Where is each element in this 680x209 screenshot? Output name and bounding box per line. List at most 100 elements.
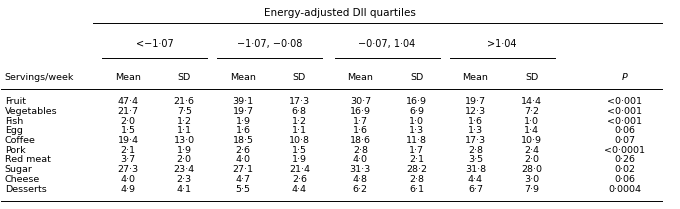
Text: 1·9: 1·9 (292, 155, 307, 164)
Text: −1·07, −0·08: −1·07, −0·08 (237, 38, 303, 48)
Text: Mean: Mean (231, 73, 256, 82)
Text: Mean: Mean (347, 73, 373, 82)
Text: 2·0: 2·0 (120, 117, 135, 126)
Text: 3·7: 3·7 (120, 155, 135, 164)
Text: 5·5: 5·5 (236, 185, 251, 194)
Text: SD: SD (293, 73, 306, 82)
Text: 30·7: 30·7 (350, 97, 371, 106)
Text: 6·9: 6·9 (409, 107, 424, 116)
Text: 28·0: 28·0 (521, 165, 542, 174)
Text: 0·26: 0·26 (614, 155, 635, 164)
Text: <0·001: <0·001 (607, 107, 642, 116)
Text: 6·8: 6·8 (292, 107, 307, 116)
Text: Red meat: Red meat (5, 155, 50, 164)
Text: 4·0: 4·0 (353, 155, 368, 164)
Text: 23·4: 23·4 (173, 165, 194, 174)
Text: 31·3: 31·3 (350, 165, 371, 174)
Text: 6·2: 6·2 (353, 185, 368, 194)
Text: 16·9: 16·9 (406, 97, 427, 106)
Text: 21·4: 21·4 (289, 165, 310, 174)
Text: 10·8: 10·8 (289, 136, 310, 145)
Text: 1·6: 1·6 (353, 126, 368, 135)
Text: 0·06: 0·06 (614, 175, 635, 184)
Text: 1·9: 1·9 (236, 117, 251, 126)
Text: 4·4: 4·4 (292, 185, 307, 194)
Text: Energy-adjusted DII quartiles: Energy-adjusted DII quartiles (264, 8, 416, 18)
Text: 13·0: 13·0 (173, 136, 194, 145)
Text: 2·8: 2·8 (353, 146, 368, 155)
Text: <−1·07: <−1·07 (136, 38, 173, 48)
Text: 12·3: 12·3 (465, 107, 486, 116)
Text: 1·1: 1·1 (292, 126, 307, 135)
Text: 0·0004: 0·0004 (608, 185, 641, 194)
Text: 4·7: 4·7 (236, 175, 251, 184)
Text: 1·6: 1·6 (468, 117, 483, 126)
Text: 3·5: 3·5 (468, 155, 483, 164)
Text: P: P (622, 73, 628, 82)
Text: 6·1: 6·1 (409, 185, 424, 194)
Text: 1·4: 1·4 (524, 126, 539, 135)
Text: 21·6: 21·6 (173, 97, 194, 106)
Text: 39·1: 39·1 (233, 97, 254, 106)
Text: 2·1: 2·1 (409, 155, 424, 164)
Text: 2·6: 2·6 (236, 146, 251, 155)
Text: 2·3: 2·3 (177, 175, 192, 184)
Text: 4·0: 4·0 (120, 175, 135, 184)
Text: 47·4: 47·4 (118, 97, 139, 106)
Text: 2·8: 2·8 (409, 175, 424, 184)
Text: 4·1: 4·1 (177, 185, 192, 194)
Text: 4·8: 4·8 (353, 175, 368, 184)
Text: −0·07, 1·04: −0·07, 1·04 (358, 38, 415, 48)
Text: <0·001: <0·001 (607, 97, 642, 106)
Text: Coffee: Coffee (5, 136, 35, 145)
Text: 2·8: 2·8 (468, 146, 483, 155)
Text: 0·07: 0·07 (614, 136, 635, 145)
Text: 11·8: 11·8 (406, 136, 427, 145)
Text: SD: SD (177, 73, 191, 82)
Text: Mean: Mean (462, 73, 488, 82)
Text: 2·6: 2·6 (292, 175, 307, 184)
Text: 2·1: 2·1 (120, 146, 135, 155)
Text: Mean: Mean (115, 73, 141, 82)
Text: 17·3: 17·3 (289, 97, 310, 106)
Text: 2·0: 2·0 (524, 155, 539, 164)
Text: 4·0: 4·0 (236, 155, 251, 164)
Text: 27·1: 27·1 (233, 165, 254, 174)
Text: 2·0: 2·0 (177, 155, 192, 164)
Text: 28·2: 28·2 (406, 165, 427, 174)
Text: 1·0: 1·0 (409, 117, 424, 126)
Text: Egg: Egg (5, 126, 22, 135)
Text: 31·8: 31·8 (465, 165, 486, 174)
Text: 16·9: 16·9 (350, 107, 371, 116)
Text: 1·7: 1·7 (409, 146, 424, 155)
Text: 6·7: 6·7 (468, 185, 483, 194)
Text: 1·3: 1·3 (409, 126, 424, 135)
Text: 27·3: 27·3 (118, 165, 139, 174)
Text: 0·02: 0·02 (614, 165, 635, 174)
Text: Cheese: Cheese (5, 175, 40, 184)
Text: 7·2: 7·2 (524, 107, 539, 116)
Text: 19·7: 19·7 (465, 97, 486, 106)
Text: 1·3: 1·3 (468, 126, 483, 135)
Text: SD: SD (410, 73, 423, 82)
Text: Fish: Fish (5, 117, 23, 126)
Text: 1·5: 1·5 (292, 146, 307, 155)
Text: 1·2: 1·2 (292, 117, 307, 126)
Text: 19·7: 19·7 (233, 107, 254, 116)
Text: 10·9: 10·9 (521, 136, 542, 145)
Text: 3·0: 3·0 (524, 175, 539, 184)
Text: <0·0001: <0·0001 (604, 146, 645, 155)
Text: 4·4: 4·4 (468, 175, 483, 184)
Text: 7·9: 7·9 (524, 185, 539, 194)
Text: 4·9: 4·9 (120, 185, 135, 194)
Text: 19·4: 19·4 (118, 136, 139, 145)
Text: Desserts: Desserts (5, 185, 46, 194)
Text: 1·5: 1·5 (120, 126, 135, 135)
Text: 1·2: 1·2 (177, 117, 192, 126)
Text: 1·0: 1·0 (524, 117, 539, 126)
Text: Sugar: Sugar (5, 165, 33, 174)
Text: Servings/week: Servings/week (5, 73, 74, 82)
Text: Vegetables: Vegetables (5, 107, 57, 116)
Text: 1·7: 1·7 (353, 117, 368, 126)
Text: 14·4: 14·4 (521, 97, 542, 106)
